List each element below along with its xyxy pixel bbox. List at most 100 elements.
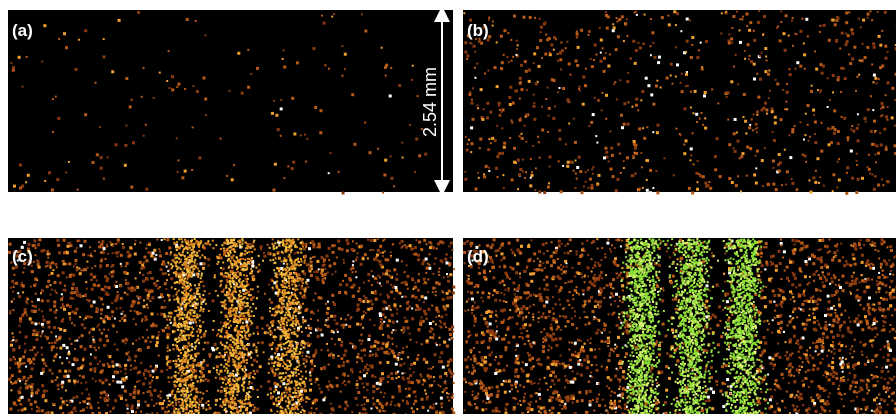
speckle [191, 326, 193, 329]
speckle [304, 320, 307, 323]
speckle [180, 394, 183, 397]
speckle [268, 343, 272, 347]
speckle [548, 155, 552, 159]
speckle [79, 244, 83, 248]
speckle [501, 127, 504, 130]
speckle [173, 260, 176, 263]
speckle [271, 322, 274, 325]
speckle [608, 53, 611, 56]
speckle [643, 13, 646, 16]
speckle [18, 163, 22, 167]
speckle [21, 314, 25, 318]
speckle [70, 343, 73, 345]
speckle [187, 411, 190, 414]
speckle [241, 242, 244, 245]
speckle [104, 258, 107, 260]
speckle [771, 130, 774, 133]
speckle [700, 67, 704, 71]
speckle [294, 333, 297, 336]
speckle [220, 311, 223, 314]
speckle [104, 315, 108, 319]
speckle [112, 244, 115, 247]
speckle [85, 388, 88, 391]
speckle [282, 239, 285, 242]
speckle [91, 335, 94, 338]
speckle [417, 273, 420, 276]
speckle [743, 50, 746, 52]
speckle [216, 334, 218, 337]
speckle [271, 238, 274, 241]
speckle [328, 353, 331, 357]
speckle [299, 134, 302, 137]
speckle [544, 52, 548, 56]
speckle [378, 326, 382, 330]
speckle [130, 289, 134, 293]
speckle [686, 84, 689, 87]
speckle [750, 118, 753, 121]
speckle [44, 265, 47, 268]
speckle [242, 280, 245, 283]
speckle [753, 38, 757, 42]
speckle [294, 245, 297, 248]
speckle [129, 393, 133, 396]
speckle [715, 137, 719, 141]
speckle [112, 406, 115, 409]
speckle [569, 73, 572, 76]
speckle [331, 293, 335, 297]
speckle [279, 363, 282, 365]
speckle [192, 315, 195, 317]
speckle [292, 320, 295, 323]
speckle [249, 396, 252, 398]
speckle [380, 46, 383, 49]
speckle [142, 372, 145, 375]
speckle [379, 263, 383, 267]
speckle [315, 407, 318, 410]
speckle [236, 340, 240, 344]
speckle [125, 399, 128, 401]
speckle [622, 160, 625, 163]
speckle [880, 101, 884, 105]
speckle [240, 301, 243, 303]
speckle [386, 375, 390, 379]
speckle [71, 363, 75, 367]
speckle [751, 129, 754, 132]
speckle [224, 351, 227, 354]
speckle [559, 51, 562, 55]
speckle [518, 173, 521, 177]
speckle [181, 334, 184, 337]
speckle [412, 288, 415, 291]
speckle [10, 343, 13, 347]
speckle [312, 243, 316, 247]
speckle [401, 376, 405, 380]
speckle [343, 374, 346, 377]
speckle [403, 330, 405, 333]
speckle [491, 136, 495, 140]
speckle [13, 273, 16, 276]
speckle [240, 91, 244, 95]
speckle [289, 251, 292, 254]
speckle [181, 291, 183, 294]
speckle [406, 376, 410, 380]
speckle [198, 242, 201, 245]
speckle [282, 382, 286, 386]
speckle [320, 328, 323, 331]
speckle [270, 278, 274, 282]
speckle [248, 376, 251, 379]
speckle [57, 116, 61, 120]
speckle [603, 56, 606, 60]
speckle [832, 91, 834, 94]
speckle [385, 306, 389, 310]
speckle [53, 310, 57, 314]
speckle [42, 371, 45, 373]
speckle [34, 277, 38, 281]
speckle [49, 293, 52, 296]
speckle [50, 342, 53, 344]
speckle [814, 141, 818, 144]
speckle [407, 394, 411, 398]
speckle [276, 280, 279, 283]
speckle [575, 177, 578, 180]
speckle [189, 294, 193, 298]
speckle [269, 259, 272, 262]
speckle [197, 275, 200, 278]
speckle [103, 328, 106, 331]
